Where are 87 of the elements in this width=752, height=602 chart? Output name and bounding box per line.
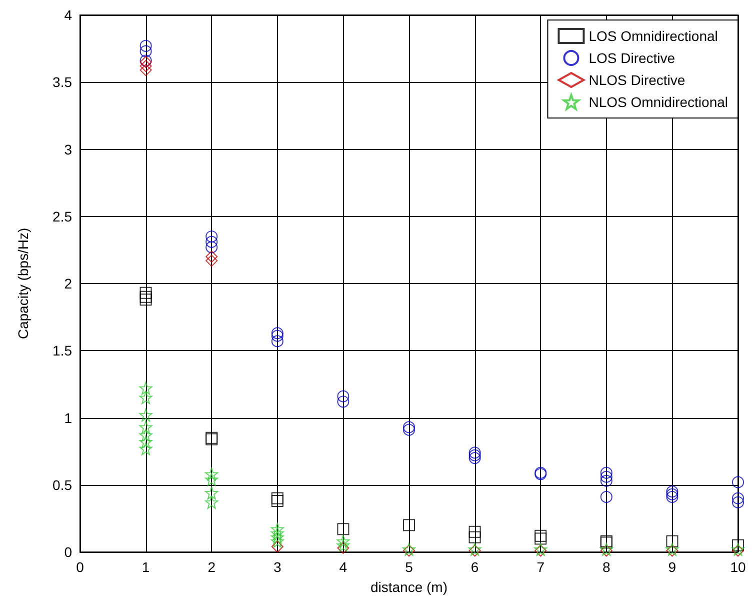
point [468,449,481,462]
y-tick-label: 2 [64,276,72,292]
point [468,531,481,544]
point [139,420,152,434]
point [403,421,415,434]
point [732,496,744,508]
point [139,428,152,442]
point [270,522,284,536]
legend-label: NLOS Directive [588,72,686,88]
point [140,286,152,299]
point [206,241,218,254]
legend-label: LOS Omnidirectional [588,28,718,44]
x-tick-label: 0 [76,559,84,575]
y-tick-label: 2.5 [52,208,72,224]
x-tick-label: 6 [470,559,479,575]
point [666,488,678,500]
x-tick-label: 3 [274,559,282,575]
legend-label: NLOS Omnidirectional [588,94,728,110]
legend-label: LOS Directive [588,50,676,66]
point [271,327,284,340]
point [140,64,152,76]
y-tick-label: 3.5 [52,74,72,90]
point [206,230,218,243]
x-tick-label: 2 [208,559,216,575]
point [205,473,218,486]
point [600,470,612,483]
point [732,539,744,552]
x-tick-label: 5 [405,559,414,575]
point [468,446,481,459]
point [337,396,350,408]
point [140,294,152,306]
point [666,535,678,548]
y-tick-label: 3 [64,141,72,158]
x-tick-label: 1 [142,559,150,575]
point [600,466,612,479]
x-tick-label: 8 [602,559,610,575]
point [403,424,415,436]
point [205,496,218,509]
point [139,408,152,422]
point [336,538,350,552]
point [732,492,744,504]
point [206,250,218,263]
point [139,435,152,448]
point [140,60,152,72]
point [600,490,612,503]
point [337,542,350,554]
point [271,335,284,348]
point [666,490,678,503]
x-tick-label: 9 [668,559,676,575]
point [205,468,218,481]
point [140,290,152,303]
point [205,486,218,500]
point [534,530,547,542]
point [534,532,547,545]
y-axis-title: Capacity (bps/Hz) [15,228,31,340]
point [206,236,218,248]
x-tick-label: 10 [730,559,746,575]
point [139,442,152,456]
point [270,530,284,544]
y-tick-label: 4 [64,7,72,23]
point [468,526,481,538]
point [337,390,350,402]
point [336,534,350,548]
point [139,382,152,395]
point [732,476,744,488]
point [271,492,284,504]
point [206,254,218,267]
x-tick-label: 7 [536,559,545,575]
y-tick-label: 1 [64,410,72,426]
point [140,45,152,58]
point [337,523,350,536]
point [271,330,284,342]
y-tick-label: 0.5 [52,476,72,493]
point [140,40,152,52]
y-tick-label: 1.5 [52,342,72,359]
point [270,526,284,540]
point [271,494,284,507]
point [468,452,481,464]
x-axis-title: distance (m) [370,579,448,595]
point [270,534,284,548]
point [271,540,284,553]
x-tick-label: 4 [339,559,348,575]
point [403,519,415,532]
point [139,391,152,404]
y-tick-label: 0 [64,544,72,560]
point [600,474,612,487]
point [666,486,678,498]
